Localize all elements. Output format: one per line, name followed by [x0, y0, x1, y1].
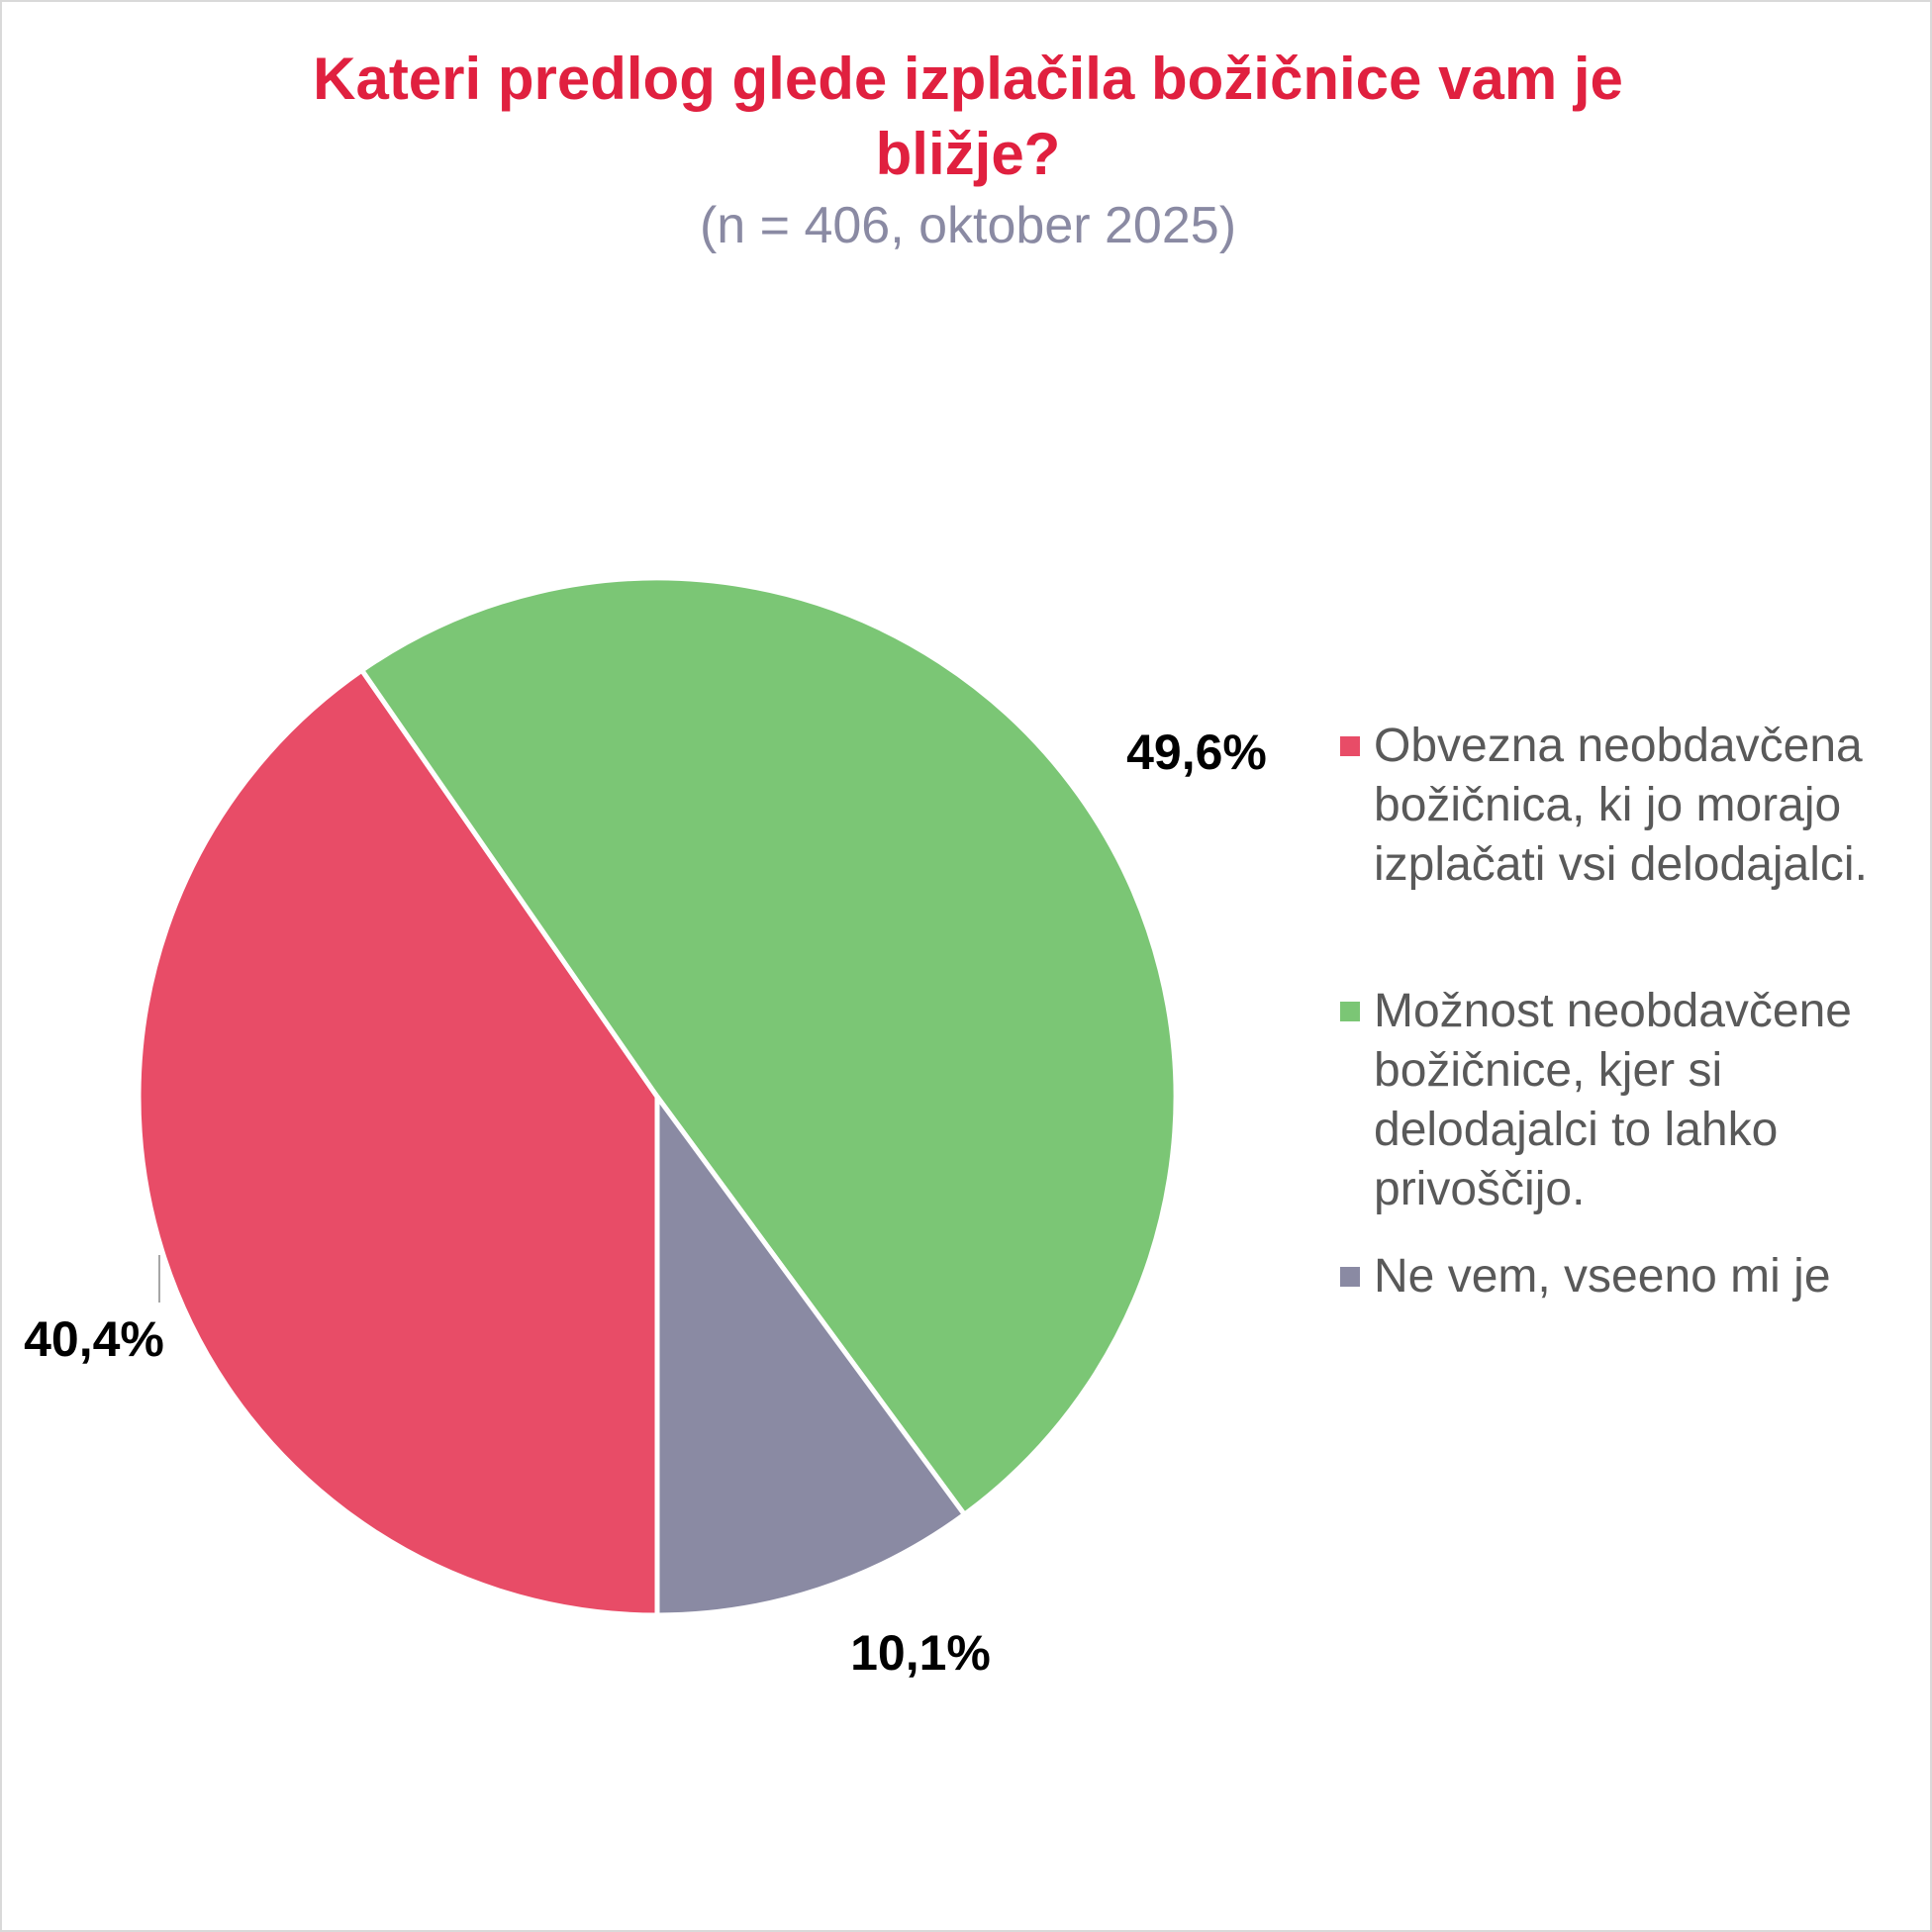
- legend-label: Možnost neobdavčene božičnice, kjer si d…: [1374, 985, 1852, 1215]
- pie-slice: [654, 1089, 968, 1618]
- legend-swatch: [1340, 1267, 1360, 1287]
- legend-item: Možnost neobdavčene božičnice, kjer si d…: [1340, 982, 1908, 1219]
- legend-label: Obvezna neobdavčena božičnica, ki jo mor…: [1374, 720, 1868, 891]
- legend-item: Ne vem, vseeno mi je: [1340, 1247, 1908, 1306]
- chart-title: Kateri predlog glede izplačila božičnice…: [313, 46, 1623, 187]
- legend-swatch: [1340, 1002, 1360, 1021]
- data-label: 40,4%: [24, 1311, 164, 1367]
- legend-label: Ne vem, vseeno mi je: [1374, 1250, 1831, 1303]
- pie-slice: [358, 575, 1179, 1518]
- legend-swatch: [1340, 736, 1360, 756]
- legend-item: Obvezna neobdavčena božičnica, ki jo mor…: [1340, 717, 1908, 895]
- data-label: 49,6%: [1126, 724, 1267, 780]
- pie-slice: [136, 666, 660, 1618]
- data-label: 10,1%: [850, 1625, 991, 1681]
- chart-subtitle: (n = 406, oktober 2025): [699, 197, 1237, 254]
